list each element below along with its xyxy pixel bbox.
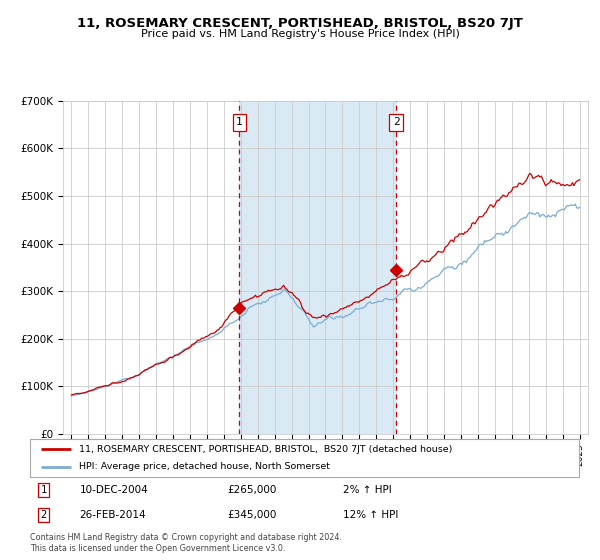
Text: £265,000: £265,000 [227, 485, 277, 495]
Text: 12% ↑ HPI: 12% ↑ HPI [343, 510, 398, 520]
Text: £345,000: £345,000 [227, 510, 277, 520]
Text: 26-FEB-2014: 26-FEB-2014 [79, 510, 146, 520]
Bar [239, 101, 396, 434]
Text: 2: 2 [41, 510, 47, 520]
Text: 10-DEC-2004: 10-DEC-2004 [79, 485, 148, 495]
Text: 1: 1 [41, 485, 47, 495]
Text: 2: 2 [392, 117, 400, 127]
Text: Contains HM Land Registry data © Crown copyright and database right 2024.
This d: Contains HM Land Registry data © Crown c… [30, 533, 342, 553]
Text: HPI: Average price, detached house, North Somerset: HPI: Average price, detached house, Nort… [79, 463, 331, 472]
Text: Price paid vs. HM Land Registry's House Price Index (HPI): Price paid vs. HM Land Registry's House … [140, 29, 460, 39]
Text: 2% ↑ HPI: 2% ↑ HPI [343, 485, 392, 495]
Text: 11, ROSEMARY CRESCENT, PORTISHEAD, BRISTOL,  BS20 7JT (detached house): 11, ROSEMARY CRESCENT, PORTISHEAD, BRIST… [79, 445, 453, 454]
Text: 11, ROSEMARY CRESCENT, PORTISHEAD, BRISTOL, BS20 7JT: 11, ROSEMARY CRESCENT, PORTISHEAD, BRIST… [77, 17, 523, 30]
Text: 1: 1 [236, 117, 243, 127]
FancyBboxPatch shape [30, 439, 579, 477]
